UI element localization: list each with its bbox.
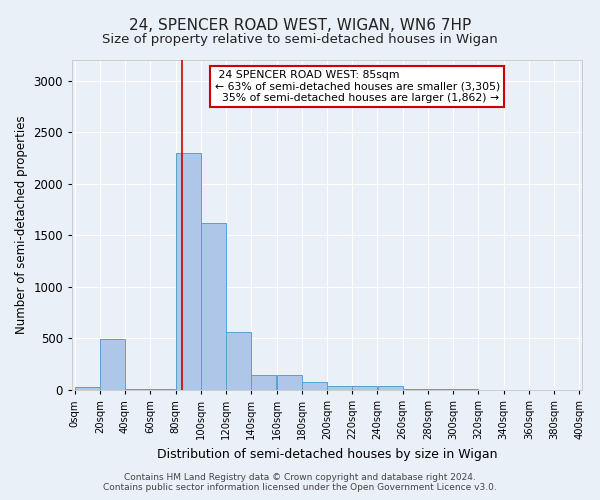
Y-axis label: Number of semi-detached properties: Number of semi-detached properties bbox=[15, 116, 28, 334]
Bar bbox=[377, 386, 403, 390]
Text: 24, SPENCER ROAD WEST, WIGAN, WN6 7HP: 24, SPENCER ROAD WEST, WIGAN, WN6 7HP bbox=[129, 18, 471, 32]
Bar bbox=[302, 382, 327, 390]
Bar bbox=[201, 223, 226, 390]
Bar bbox=[277, 374, 302, 390]
Text: Contains HM Land Registry data © Crown copyright and database right 2024.
Contai: Contains HM Land Registry data © Crown c… bbox=[103, 473, 497, 492]
Bar bbox=[352, 386, 377, 390]
X-axis label: Distribution of semi-detached houses by size in Wigan: Distribution of semi-detached houses by … bbox=[157, 448, 497, 460]
Bar bbox=[75, 387, 100, 390]
Bar bbox=[226, 332, 251, 390]
Text: Size of property relative to semi-detached houses in Wigan: Size of property relative to semi-detach… bbox=[102, 32, 498, 46]
Bar bbox=[327, 386, 352, 390]
Bar bbox=[176, 153, 200, 390]
Text: 24 SPENCER ROAD WEST: 85sqm
← 63% of semi-detached houses are smaller (3,305)
  : 24 SPENCER ROAD WEST: 85sqm ← 63% of sem… bbox=[215, 70, 500, 103]
Bar bbox=[100, 340, 125, 390]
Bar bbox=[251, 374, 277, 390]
